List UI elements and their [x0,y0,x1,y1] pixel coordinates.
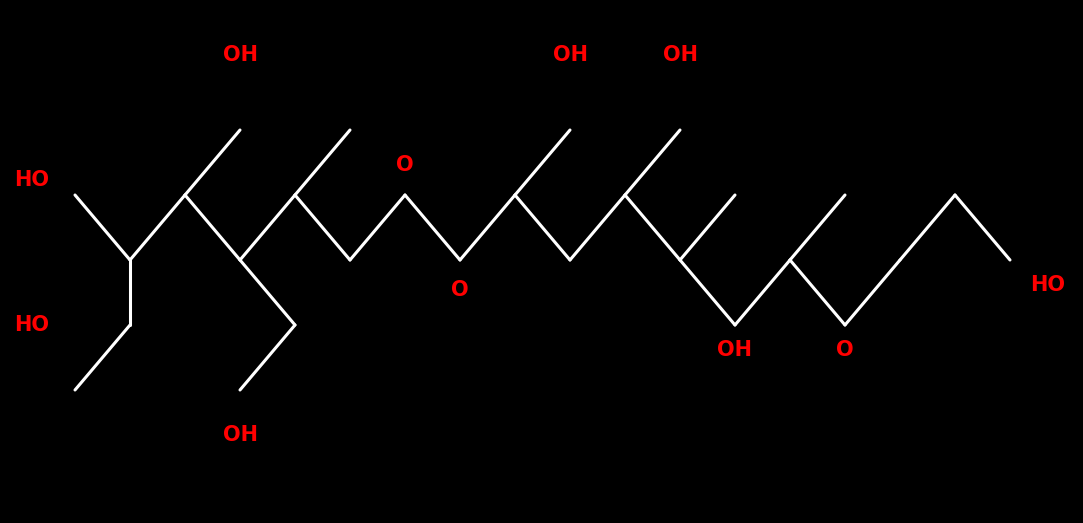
Text: OH: OH [552,45,587,65]
Text: HO: HO [14,315,50,335]
Text: OH: OH [718,340,753,360]
Text: HO: HO [1031,275,1066,295]
Text: O: O [396,155,414,175]
Text: OH: OH [222,425,258,445]
Text: O: O [836,340,853,360]
Text: OH: OH [663,45,697,65]
Text: HO: HO [14,170,50,190]
Text: OH: OH [222,45,258,65]
Text: O: O [452,280,469,300]
